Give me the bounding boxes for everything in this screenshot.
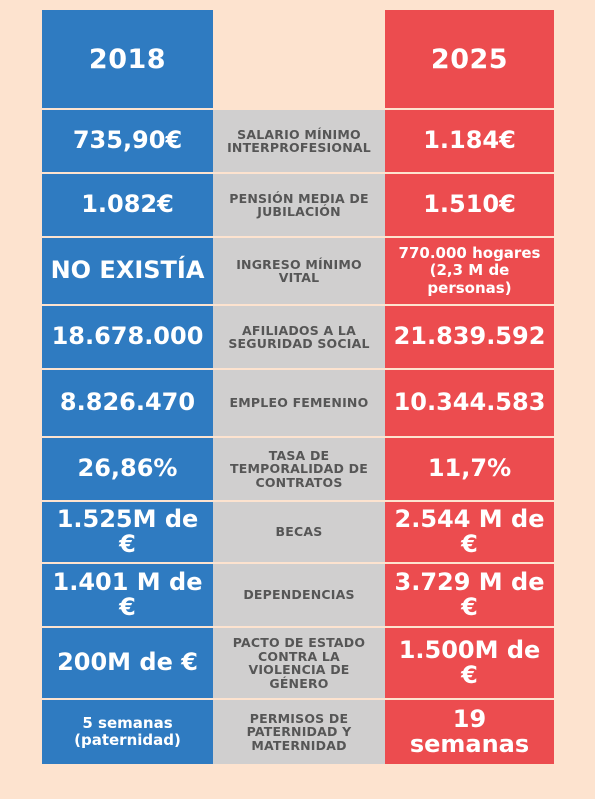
left-value-pension: 1.082€ (42, 174, 213, 236)
left-value-smi: 735,90€ (42, 110, 213, 172)
left-value-temporalidad: 26,86% (42, 438, 213, 500)
label-pension: PENSIÓN MEDIA DE JUBILACIÓN (229, 190, 369, 219)
left-value-dependencias: 1.401 M de € (42, 564, 213, 626)
year-header-2025: 2025 (385, 10, 554, 108)
label-becas: BECAS (275, 524, 323, 540)
label-cell-empleo: EMPLEO FEMENINO (213, 370, 385, 436)
left-value-pacto: 200M de € (42, 628, 213, 698)
label-imv: INGRESO MÍNIMO VITAL (236, 256, 362, 285)
label-cell-pension: PENSIÓN MEDIA DE JUBILACIÓN (213, 174, 385, 236)
left-value-empleo: 8.826.470 (42, 370, 213, 436)
label-dependencias: DEPENDENCIAS (243, 587, 355, 603)
label-cell-smi: SALARIO MÍNIMO INTERPROFESIONAL (213, 110, 385, 172)
right-value-permisos: 19 semanas (385, 700, 554, 764)
label-cell-afiliados: AFILIADOS A LA SEGURIDAD SOCIAL (213, 306, 385, 368)
right-value-temporalidad: 11,7% (385, 438, 554, 500)
left-value-afiliados: 18.678.000 (42, 306, 213, 368)
right-value-imv: 770.000 hogares (2,3 M de personas) (385, 238, 554, 304)
year-header-2018: 2018 (42, 10, 213, 108)
right-value-afiliados: 21.839.592 (385, 306, 554, 368)
label-cell-temporalidad: TASA DE TEMPORALIDAD DE CONTRATOS (213, 438, 385, 500)
right-value-pacto: 1.500M de € (385, 628, 554, 698)
label-empleo: EMPLEO FEMENINO (229, 395, 369, 411)
label-smi: SALARIO MÍNIMO INTERPROFESIONAL (227, 126, 371, 155)
label-cell-permisos: PERMISOS DE PATERNIDAD Y MATERNIDAD (213, 700, 385, 764)
right-value-dependencias: 3.729 M de € (385, 564, 554, 626)
label-cell-becas: BECAS (213, 502, 385, 562)
right-value-empleo: 10.344.583 (385, 370, 554, 436)
label-temporalidad: TASA DE TEMPORALIDAD DE CONTRATOS (230, 447, 368, 490)
label-permisos: PERMISOS DE PATERNIDAD Y MATERNIDAD (246, 710, 352, 753)
label-cell-imv: INGRESO MÍNIMO VITAL (213, 238, 385, 304)
right-value-smi: 1.184€ (385, 110, 554, 172)
label-cell-pacto: PACTO DE ESTADO CONTRA LA VIOLENCIA DE G… (213, 628, 385, 698)
label-afiliados: AFILIADOS A LA SEGURIDAD SOCIAL (228, 322, 370, 351)
label-pacto: PACTO DE ESTADO CONTRA LA VIOLENCIA DE G… (232, 635, 366, 691)
left-value-permisos: 5 semanas (paternidad) (42, 700, 213, 764)
left-value-imv: NO EXISTÍA (42, 238, 213, 304)
right-value-becas: 2.544 M de € (385, 502, 554, 562)
label-cell-dependencias: DEPENDENCIAS (213, 564, 385, 626)
right-value-pension: 1.510€ (385, 174, 554, 236)
left-value-becas: 1.525M de € (42, 502, 213, 562)
